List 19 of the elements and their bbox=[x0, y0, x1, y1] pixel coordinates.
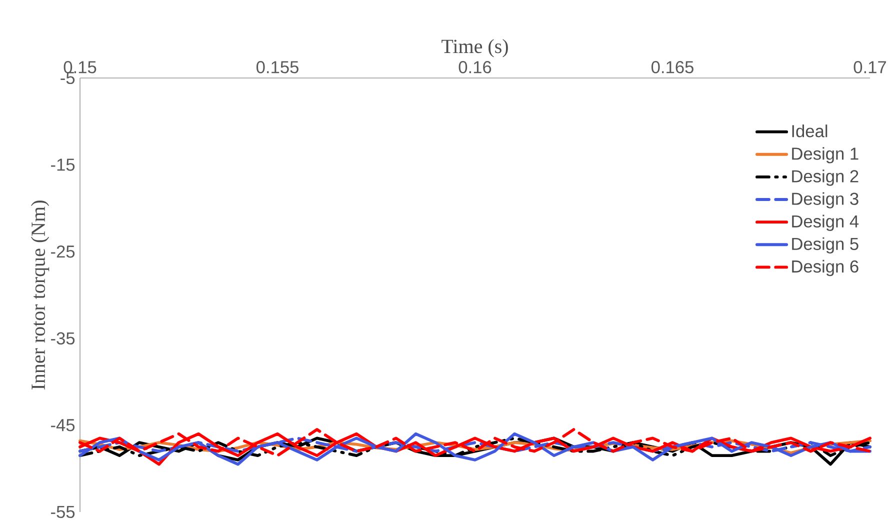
y-tick-label: -25 bbox=[51, 245, 75, 258]
legend-label: Ideal bbox=[792, 124, 828, 138]
x-tick-label: 0.15 bbox=[64, 61, 96, 74]
y-tick-label: -45 bbox=[51, 419, 75, 432]
legend-label: Design 5 bbox=[792, 237, 858, 254]
legend-label: Design 6 bbox=[792, 260, 858, 276]
y-axis-title: Inner rotor torque (Nm) bbox=[30, 200, 50, 390]
y-tick-label: -35 bbox=[51, 332, 75, 345]
legend-label: Design 2 bbox=[792, 170, 858, 186]
y-tick-label: -15 bbox=[51, 158, 75, 171]
x-tick-label: 0.155 bbox=[256, 61, 298, 74]
legend-label: Design 3 bbox=[792, 192, 858, 208]
x-tick-label: 0.16 bbox=[458, 61, 492, 74]
legend-label: Design 1 bbox=[792, 147, 858, 164]
x-tick-label: 0.17 bbox=[854, 61, 886, 74]
y-tick-label: -55 bbox=[51, 506, 75, 518]
x-tick-label: 0.165 bbox=[651, 61, 694, 74]
legend-label: Design 4 bbox=[792, 214, 859, 231]
x-axis-title: Time (s) bbox=[442, 39, 508, 58]
